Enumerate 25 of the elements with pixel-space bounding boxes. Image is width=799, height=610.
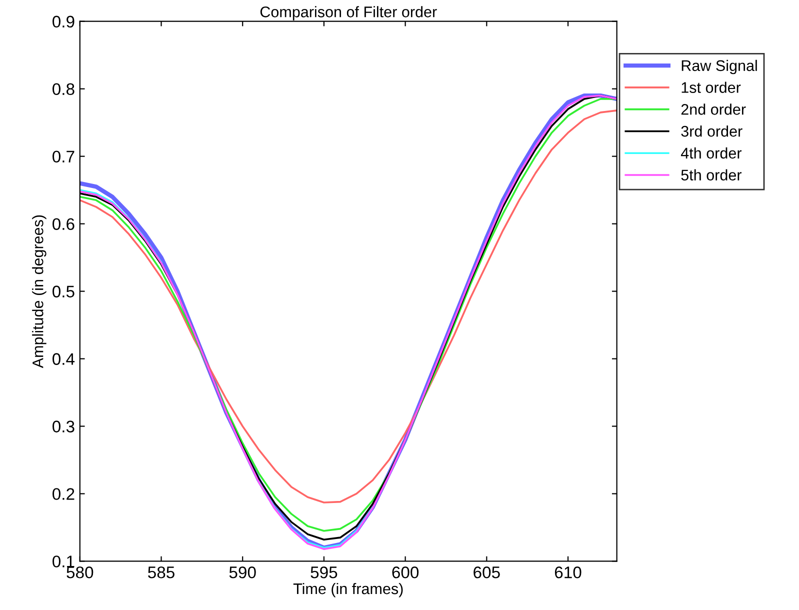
x-tick-label: 605 — [474, 566, 500, 578]
legend-label: 3rd order — [681, 125, 742, 137]
y-tick-label: 0.3 — [52, 420, 74, 432]
y-tick-label: 0.2 — [52, 488, 74, 500]
y-tick-label: 0.4 — [52, 353, 75, 365]
x-tick-label: 585 — [148, 566, 174, 578]
x-tick-label: 595 — [310, 566, 338, 578]
chart-title: Comparison of Filter order — [260, 6, 437, 20]
x-tick-label: 590 — [229, 566, 256, 578]
y-tick-label: 0.9 — [52, 16, 74, 28]
legend-label: 2nd order — [681, 104, 746, 115]
y-tick-label: 0.7 — [52, 150, 74, 163]
x-tick-label: 580 — [66, 566, 94, 578]
legend-label: Raw Signal — [682, 60, 757, 74]
x-tick-label: 610 — [554, 566, 582, 578]
y-tick-label: 0.1 — [52, 556, 74, 568]
y-tick-label: 0.6 — [52, 218, 74, 230]
legend-label: 4th order — [680, 147, 742, 159]
y-tick-label: 0.8 — [52, 83, 74, 96]
y-tick-label: 0.5 — [52, 286, 74, 298]
x-axis-title: Time (in frames) — [293, 582, 403, 598]
x-tick-label: 600 — [392, 566, 419, 578]
legend-label: 1st order — [682, 82, 741, 93]
y-axis-title: Amplitude (in degrees) — [32, 215, 46, 368]
legend-label: 5th order — [681, 169, 742, 180]
